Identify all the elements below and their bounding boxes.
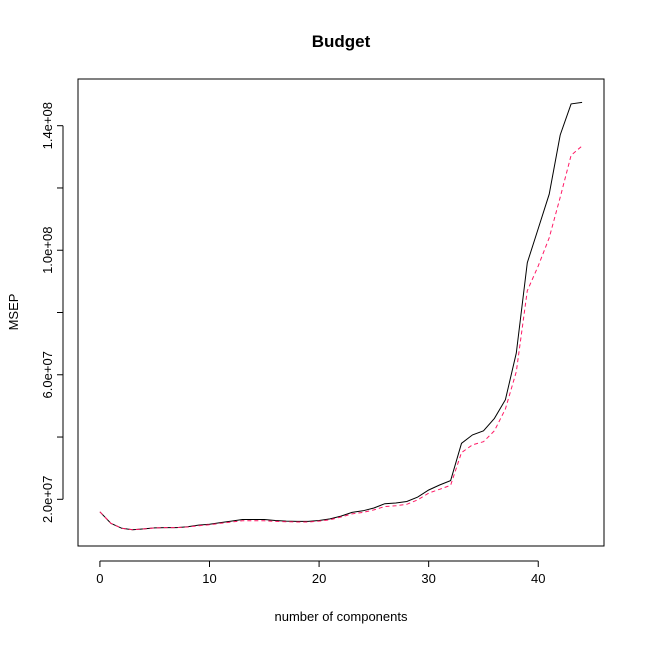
chart-title: Budget — [312, 32, 371, 51]
series-layer — [99, 101, 583, 531]
x-tick-label: 40 — [531, 571, 545, 586]
series-line-solid — [99, 101, 583, 531]
y-tick-label: 1.4e+08 — [40, 102, 55, 149]
x-tick-label: 20 — [312, 571, 326, 586]
y-axis-label: MSEP — [6, 294, 21, 331]
y-tick-label: 2.0e+07 — [40, 476, 55, 523]
series-line-dashed — [99, 145, 583, 531]
plot-frame — [77, 78, 605, 547]
y-axis: 2.0e+07 6.0e+07 1.0e+08 1.4e+08 — [40, 102, 64, 523]
y-tick-label: 6.0e+07 — [40, 351, 55, 398]
x-axis-label: number of components — [275, 609, 408, 624]
x-tick-label: 0 — [96, 571, 103, 586]
y-tick-label: 1.0e+08 — [40, 227, 55, 274]
x-tick-label: 10 — [202, 571, 216, 586]
x-axis: 0 10 20 30 40 — [96, 560, 545, 586]
x-tick-label: 30 — [421, 571, 435, 586]
